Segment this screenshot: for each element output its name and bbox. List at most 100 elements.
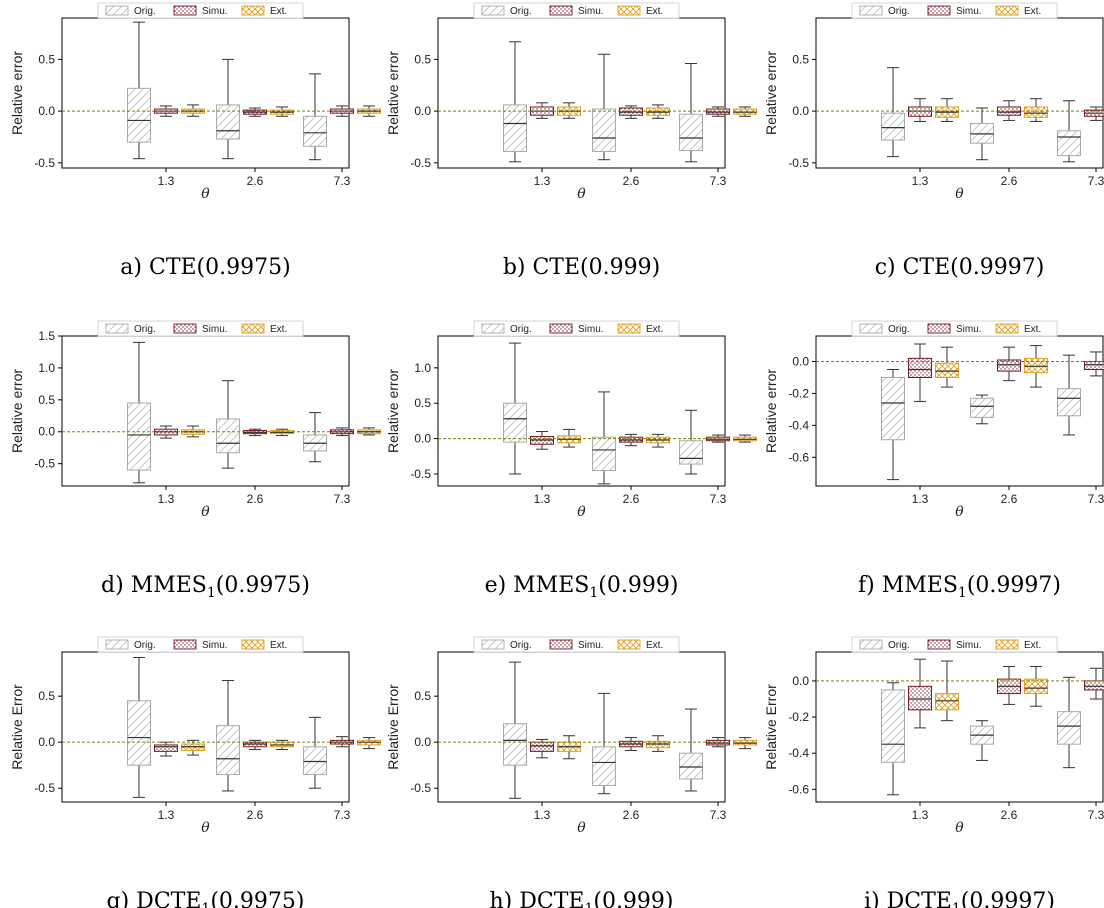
box-orig (127, 21, 151, 160)
y-tick-label: 0.5 (414, 689, 431, 703)
x-axis-label: θ (201, 820, 210, 836)
box-orig (127, 657, 151, 798)
panel-caption: d) MMES1(0.9975) (101, 573, 310, 601)
box-body (679, 113, 703, 151)
box-simu (706, 106, 730, 117)
box-orig (1057, 354, 1081, 436)
y-tick-label: 0.0 (414, 735, 431, 749)
box-body (1024, 106, 1048, 118)
y-tick-label: 0.5 (38, 52, 55, 66)
legend-label-orig: Orig. (134, 6, 156, 17)
legend-label-orig: Orig. (888, 324, 910, 335)
y-tick-label: 0.0 (414, 104, 431, 118)
box-body (1024, 357, 1048, 374)
box-orig (679, 63, 703, 163)
x-tick-label: 1.3 (912, 174, 929, 188)
legend-label-simu: Simu. (578, 6, 604, 17)
x-tick-label: 2.6 (247, 174, 264, 188)
x-tick-label: 7.3 (710, 808, 727, 822)
box-simu (154, 741, 178, 757)
legend-swatch-orig (481, 323, 505, 334)
legend-label-simu: Simu. (578, 640, 604, 651)
box-ext (646, 433, 670, 448)
plot-area (61, 17, 350, 169)
box-body (679, 440, 703, 465)
x-tick-label: 7.3 (710, 174, 727, 188)
box-orig (679, 708, 703, 792)
y-tick-label: -0.4 (788, 418, 809, 432)
box-ext (733, 434, 757, 443)
x-tick-label: 2.6 (1001, 174, 1018, 188)
box-orig (127, 341, 151, 484)
x-tick-label: 2.6 (623, 174, 640, 188)
box-simu (243, 107, 267, 117)
panel-caption: g) DCTE1(0.9975) (107, 889, 305, 908)
y-tick-label: -0.5 (788, 156, 809, 170)
x-tick-label: 2.6 (1001, 808, 1018, 822)
chart-panel: 0.5 0.0 -0.5 1.3 2.6 7.3 θ Relative error Orig. S… (763, 2, 1104, 280)
y-tick-label: 1.0 (414, 361, 431, 375)
box-body (127, 700, 151, 766)
box-simu (619, 433, 643, 447)
box-body (303, 746, 327, 775)
box-orig (592, 391, 616, 485)
box-simu (1084, 351, 1104, 377)
box-orig (1057, 100, 1081, 163)
box-body (1084, 680, 1104, 691)
y-tick-label: -0.5 (34, 457, 55, 471)
legend-label-ext: Ext. (646, 640, 663, 651)
plot-area (61, 335, 350, 487)
box-ext (935, 346, 959, 388)
plot-area (61, 651, 350, 803)
box-body (997, 359, 1021, 372)
x-tick-label: 7.3 (710, 492, 727, 506)
chart-panel: 0.5 0.0 -0.5 1.3 2.6 7.3 θ Relative error Orig. S… (385, 2, 757, 280)
box-ext (646, 735, 670, 752)
y-axis-label: Relative Error (385, 684, 401, 770)
box-body (216, 104, 240, 140)
y-tick-label: 0.5 (414, 52, 431, 66)
y-tick-label: -0.2 (788, 710, 809, 724)
legend-swatch-orig (481, 639, 505, 650)
legend-swatch-ext (995, 323, 1019, 334)
chart-panel: 1.0 0.5 0.0 -0.5 1.3 2.6 7.3 θ Relative error Ori… (385, 320, 757, 601)
x-tick-label: 7.3 (334, 174, 351, 188)
box-orig (970, 720, 994, 761)
y-tick-label: -0.6 (788, 450, 809, 464)
box-body (216, 725, 240, 775)
box-body (216, 418, 240, 454)
box-body (592, 108, 616, 152)
y-axis-label: Relative Error (763, 684, 779, 770)
y-tick-label: 0.0 (38, 735, 55, 749)
box-body (908, 685, 932, 711)
box-simu (908, 343, 932, 402)
legend-label-orig: Orig. (134, 324, 156, 335)
box-orig (303, 73, 327, 161)
box-body (127, 87, 151, 143)
box-body (503, 104, 527, 152)
x-tick-label: 2.6 (247, 492, 264, 506)
y-axis-label: Relative error (763, 51, 779, 135)
x-tick-label: 2.6 (1001, 492, 1018, 506)
x-tick-label: 1.3 (912, 808, 929, 822)
y-tick-label: 0.0 (792, 674, 809, 688)
chart-panel: 1.5 1.0 0.5 0.0 -0.5 1.3 2.6 7.3 θ Relative error… (9, 320, 381, 601)
legend-swatch-simu (927, 639, 951, 650)
box-ext (357, 427, 381, 436)
y-axis-label: Relative error (9, 51, 25, 135)
legend-swatch-ext (241, 323, 265, 334)
plot-area (815, 17, 1104, 169)
box-orig (881, 682, 905, 796)
chart-panel: 0.0 -0.2 -0.4 -0.6 1.3 2.6 7.3 θ Relative Error O… (763, 636, 1104, 908)
legend-swatch-orig (859, 639, 883, 650)
y-axis-label: Relative error (763, 369, 779, 453)
box-body (970, 397, 994, 418)
box-body (935, 693, 959, 711)
y-tick-label: 0.0 (792, 355, 809, 369)
box-body (154, 744, 178, 752)
box-body (1057, 130, 1081, 157)
box-body (1057, 711, 1081, 745)
box-body (881, 689, 905, 763)
legend-label-orig: Orig. (510, 6, 532, 17)
legend-swatch-simu (549, 323, 573, 334)
